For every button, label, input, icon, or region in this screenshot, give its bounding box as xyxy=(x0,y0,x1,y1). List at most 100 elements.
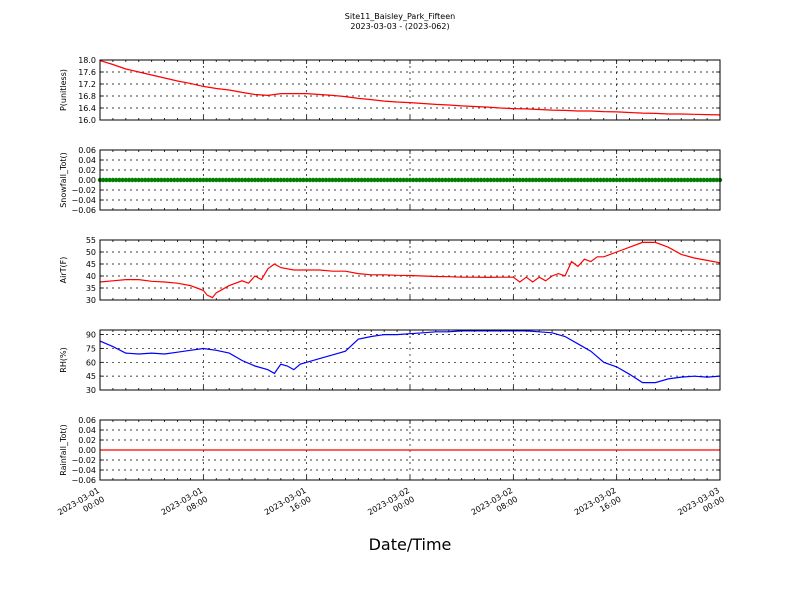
series-point xyxy=(159,177,164,183)
ytick-label-4-1: 0.04 xyxy=(78,426,96,435)
series-point xyxy=(630,177,636,183)
series-point xyxy=(556,177,561,183)
series-point xyxy=(646,177,652,183)
ytick-label-3-1: 75 xyxy=(86,344,96,353)
ytick-label-2-3: 40 xyxy=(86,272,96,281)
series-point xyxy=(588,177,594,183)
series-point xyxy=(711,177,716,183)
series-point xyxy=(585,177,590,183)
series-point xyxy=(653,177,658,183)
ytick-label-4-4: −0.02 xyxy=(71,456,96,465)
series-point xyxy=(398,177,403,183)
series-point xyxy=(666,177,671,183)
series-point xyxy=(172,177,177,183)
series-point xyxy=(498,177,503,183)
ytick-label-2-4: 35 xyxy=(86,284,96,293)
series-point xyxy=(165,177,171,183)
series-point xyxy=(608,177,613,183)
ytick-label-1-6: −0.06 xyxy=(71,206,96,215)
ytick-label-4-2: 0.02 xyxy=(78,436,96,445)
series-point xyxy=(514,177,519,183)
series-point xyxy=(110,177,116,183)
series-point xyxy=(662,177,668,183)
series-line-3 xyxy=(99,330,721,384)
series-point xyxy=(475,177,481,183)
series-point xyxy=(246,177,251,183)
ytick-label-4-0: 0.06 xyxy=(78,416,96,425)
series-point xyxy=(407,177,413,183)
series-point xyxy=(672,177,677,183)
panel-2: 55 50 45 40 35 30 AirT(F) xyxy=(59,236,721,305)
series-point xyxy=(352,177,358,183)
series-point xyxy=(375,177,380,183)
ytick-label-4-6: −0.06 xyxy=(71,476,96,485)
series-point xyxy=(533,177,539,183)
series-point xyxy=(362,177,367,183)
series-point xyxy=(301,177,306,183)
series-point xyxy=(656,177,661,183)
ytick-label-2-2: 45 xyxy=(86,260,96,269)
panel-0: 18.0 17.6 17.2 16.8 16.4 16.0 P(unitless) xyxy=(59,56,721,125)
series-point xyxy=(520,177,526,183)
series-point xyxy=(714,177,719,183)
series-point xyxy=(104,177,109,183)
axes-frame-0 xyxy=(99,59,721,121)
series-point xyxy=(204,177,209,183)
series-point xyxy=(536,177,542,183)
ytick-label-1-4: −0.02 xyxy=(71,186,96,195)
series-point xyxy=(649,177,655,183)
series-point xyxy=(188,177,193,183)
series-point xyxy=(417,177,422,183)
series-point xyxy=(243,177,248,183)
series-point xyxy=(698,177,703,183)
panels: 18.017.617.216.816.416.0P(unitless)0.060… xyxy=(59,56,723,485)
ytick-label-0-4: 16.4 xyxy=(78,104,96,113)
xtick-label-2: 2023-03-0116:00 xyxy=(263,486,313,526)
series-point xyxy=(465,177,471,183)
series-point xyxy=(146,177,151,183)
series-point xyxy=(414,177,419,183)
series-point xyxy=(530,177,535,183)
ytick-label-0-0: 18.0 xyxy=(78,56,96,65)
series-point xyxy=(249,177,254,183)
series-point xyxy=(469,177,474,183)
series-point xyxy=(323,177,329,183)
series-point xyxy=(107,177,112,183)
series-point xyxy=(420,177,426,183)
series-point xyxy=(543,177,548,183)
series-point xyxy=(624,177,629,183)
series-point xyxy=(126,177,132,183)
series-point xyxy=(265,177,271,183)
series-point xyxy=(504,177,510,183)
series-point xyxy=(675,177,681,183)
series-point xyxy=(695,177,700,183)
series-point xyxy=(226,177,232,183)
series-point xyxy=(117,177,122,183)
series-point xyxy=(143,177,148,183)
xtick-label-6: 2023-03-0300:00 xyxy=(676,486,726,526)
figure-title-line2: 2023-03-03 - (2023-062) xyxy=(350,22,449,31)
series-point xyxy=(113,177,119,183)
series-point xyxy=(168,177,174,183)
series-point xyxy=(430,177,435,183)
series-point xyxy=(443,177,448,183)
series-point xyxy=(343,177,348,183)
series-point xyxy=(394,177,400,183)
series-point xyxy=(191,177,196,183)
series-point xyxy=(633,177,639,183)
series-point xyxy=(524,177,529,183)
series-point xyxy=(201,177,206,183)
series-point xyxy=(679,177,684,183)
series-point xyxy=(356,177,361,183)
series-point xyxy=(459,177,464,183)
series-point xyxy=(637,177,642,183)
ytick-label-3-4: 30 xyxy=(86,386,96,395)
xtick-label-5: 2023-03-0216:00 xyxy=(573,486,623,526)
series-point xyxy=(298,177,303,183)
series-point xyxy=(288,177,293,183)
series-point xyxy=(598,177,603,183)
series-point xyxy=(320,177,326,183)
series-point xyxy=(178,177,183,183)
series-point xyxy=(330,177,335,183)
